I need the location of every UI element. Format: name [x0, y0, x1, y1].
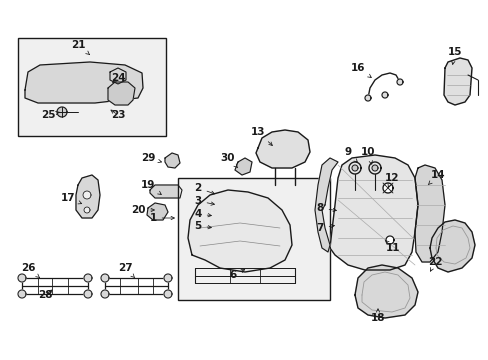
Text: 25: 25 — [41, 110, 59, 120]
Text: 13: 13 — [250, 127, 272, 145]
Polygon shape — [329, 155, 417, 270]
Text: 22: 22 — [427, 257, 441, 271]
Text: 10: 10 — [360, 147, 374, 164]
Text: 11: 11 — [385, 240, 400, 253]
Text: 1: 1 — [149, 213, 174, 223]
Polygon shape — [108, 82, 135, 105]
Polygon shape — [381, 92, 387, 98]
Text: 24: 24 — [110, 73, 125, 83]
Polygon shape — [443, 58, 471, 105]
Text: 19: 19 — [141, 180, 161, 194]
Polygon shape — [84, 207, 90, 213]
Text: 30: 30 — [220, 153, 237, 168]
Text: 7: 7 — [316, 223, 334, 233]
Polygon shape — [368, 162, 380, 174]
Polygon shape — [385, 236, 393, 244]
Text: 9: 9 — [344, 147, 357, 162]
Polygon shape — [83, 191, 91, 199]
Text: 8: 8 — [316, 203, 336, 213]
Polygon shape — [187, 190, 291, 272]
Polygon shape — [414, 165, 444, 262]
Polygon shape — [256, 130, 309, 168]
Bar — [178, 178, 329, 300]
Polygon shape — [163, 290, 172, 298]
Polygon shape — [101, 274, 109, 282]
Polygon shape — [371, 165, 377, 171]
Text: 4: 4 — [194, 209, 211, 219]
Polygon shape — [25, 62, 142, 103]
Polygon shape — [354, 265, 417, 318]
Polygon shape — [382, 183, 392, 193]
Polygon shape — [163, 274, 172, 282]
Polygon shape — [348, 162, 360, 174]
Polygon shape — [18, 274, 26, 282]
Text: 15: 15 — [447, 47, 461, 64]
Text: 5: 5 — [194, 221, 211, 231]
Polygon shape — [429, 220, 474, 272]
Polygon shape — [57, 107, 67, 117]
Polygon shape — [351, 165, 357, 171]
Polygon shape — [84, 290, 92, 298]
Polygon shape — [314, 158, 337, 252]
Text: 23: 23 — [110, 110, 125, 120]
Polygon shape — [235, 158, 251, 175]
Polygon shape — [84, 274, 92, 282]
Text: 14: 14 — [427, 170, 445, 185]
Text: 17: 17 — [61, 193, 81, 204]
Text: 21: 21 — [71, 40, 89, 55]
Text: 29: 29 — [141, 153, 161, 163]
Text: 6: 6 — [229, 269, 244, 280]
Bar — [18, 38, 165, 136]
Text: 12: 12 — [384, 173, 398, 187]
Polygon shape — [364, 95, 370, 101]
Polygon shape — [396, 79, 402, 85]
Text: 27: 27 — [118, 263, 135, 278]
Polygon shape — [76, 175, 100, 218]
Polygon shape — [150, 185, 182, 198]
Text: 20: 20 — [130, 205, 154, 215]
Text: 3: 3 — [194, 196, 214, 206]
Polygon shape — [18, 290, 26, 298]
Text: 2: 2 — [194, 183, 214, 194]
Polygon shape — [164, 153, 180, 168]
Text: 26: 26 — [20, 263, 40, 278]
Polygon shape — [110, 68, 126, 84]
Text: 28: 28 — [38, 290, 52, 300]
Polygon shape — [101, 290, 109, 298]
Text: 16: 16 — [350, 63, 370, 77]
Text: 18: 18 — [370, 309, 385, 323]
Polygon shape — [147, 203, 168, 220]
